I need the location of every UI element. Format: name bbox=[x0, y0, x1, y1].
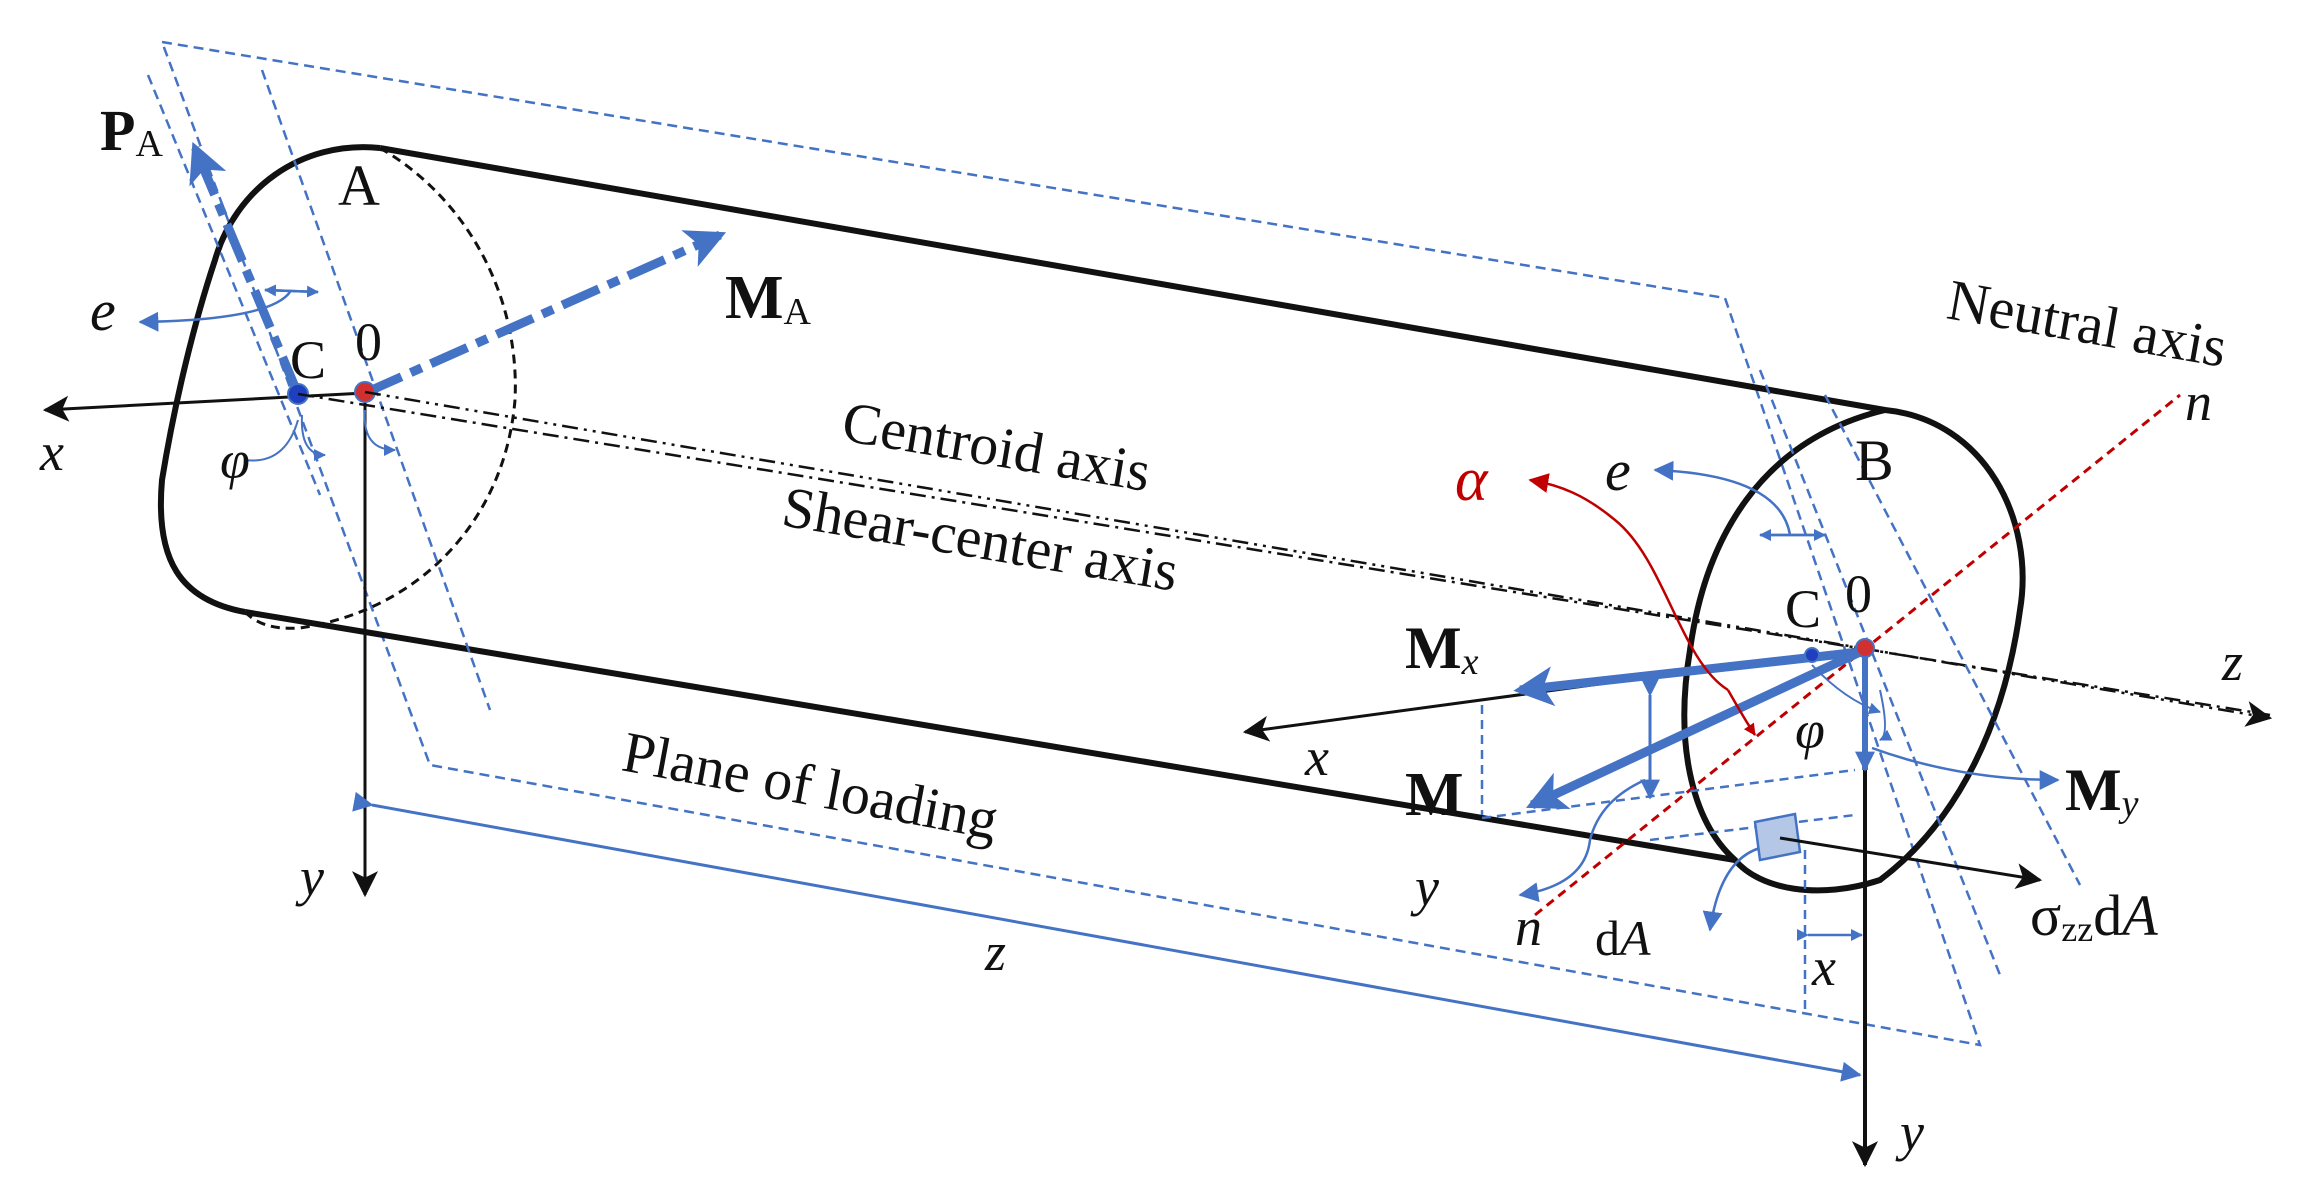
phi-arc-right-2 bbox=[1879, 689, 1893, 741]
section-B-guides bbox=[1758, 369, 2082, 976]
label-neutral-axis: Neutral axis bbox=[1943, 267, 2232, 380]
alpha-arc-lower bbox=[1726, 689, 1757, 736]
label-section-A: A bbox=[338, 153, 380, 218]
moment-M-arrow bbox=[1525, 647, 1862, 810]
label-sigma-zz-dA: σzzdA bbox=[2030, 883, 2158, 949]
x-axis-left bbox=[42, 391, 366, 422]
phi-arc-right bbox=[1811, 664, 1881, 715]
label-C-left: C bbox=[290, 330, 326, 390]
centroid-axis-line bbox=[297, 392, 2271, 717]
section-A-outline bbox=[157, 144, 381, 615]
label-dA: dA bbox=[1595, 910, 1651, 966]
label-centroid-axis: Centroid axis bbox=[838, 389, 1155, 504]
label-plane-of-loading: Plane of loading bbox=[618, 719, 1004, 852]
force-P-A-arrow bbox=[189, 141, 303, 396]
label-moment-M-A: MA bbox=[725, 264, 812, 333]
shear-center-point-right bbox=[1855, 638, 1875, 658]
eccentricity-dim-left bbox=[138, 284, 319, 332]
neutral-axis-line bbox=[1534, 393, 2181, 917]
label-moment-Mx: Mx bbox=[1405, 615, 1479, 683]
moment-M-A-arrow bbox=[363, 230, 727, 398]
dA-element bbox=[1753, 812, 1802, 862]
z-dimension-line bbox=[352, 791, 1862, 1082]
label-y-mid: y bbox=[1410, 857, 1439, 917]
alpha-arc bbox=[1528, 473, 1729, 692]
label-x-small: x bbox=[1811, 937, 1836, 997]
label-moment-My: My bbox=[2065, 757, 2139, 825]
label-z-right: z bbox=[2221, 632, 2243, 692]
label-phi-right: φ bbox=[1795, 700, 1825, 760]
label-zero-right: 0 bbox=[1845, 564, 1872, 624]
shear-center-axis-line bbox=[364, 390, 2273, 727]
label-moment-M: M bbox=[1405, 761, 1464, 829]
label-section-B: B bbox=[1855, 428, 1894, 493]
phi-arc-left-2 bbox=[363, 409, 396, 456]
label-y-right: y bbox=[1895, 1102, 1924, 1162]
label-e-right: e bbox=[1605, 438, 1631, 503]
centroid-point-right bbox=[1804, 647, 1820, 663]
phi-arc-left-3 bbox=[244, 419, 299, 462]
dA-leader bbox=[1702, 846, 1761, 932]
label-alpha: α bbox=[1455, 446, 1489, 514]
label-n-bottom: n bbox=[1515, 897, 1542, 957]
label-e-left: e bbox=[90, 278, 116, 343]
label-C-right: C bbox=[1785, 579, 1821, 639]
eccentricity-dim-right bbox=[1653, 460, 1826, 541]
y-mid-leader bbox=[1518, 778, 1646, 903]
label-n-top: n bbox=[2185, 372, 2212, 432]
label-force-P-A: PA bbox=[100, 98, 163, 165]
label-z-bottom: z bbox=[984, 922, 1006, 982]
beam-body bbox=[157, 144, 2026, 894]
sigma-zz-dA-arrow bbox=[1779, 836, 2043, 890]
beam-top-edge bbox=[379, 145, 1886, 413]
label-phi-left: φ bbox=[220, 430, 250, 490]
label-y-left: y bbox=[295, 847, 324, 907]
plane-of-loading-outline bbox=[160, 40, 1982, 1047]
phi-arc-left bbox=[300, 414, 326, 461]
My-leader bbox=[1871, 746, 2060, 790]
label-zero-left: 0 bbox=[355, 312, 382, 372]
label-x-left: x bbox=[39, 422, 64, 482]
label-x-right: x bbox=[1304, 727, 1329, 787]
moment-Mx-arrow bbox=[1513, 647, 1861, 707]
